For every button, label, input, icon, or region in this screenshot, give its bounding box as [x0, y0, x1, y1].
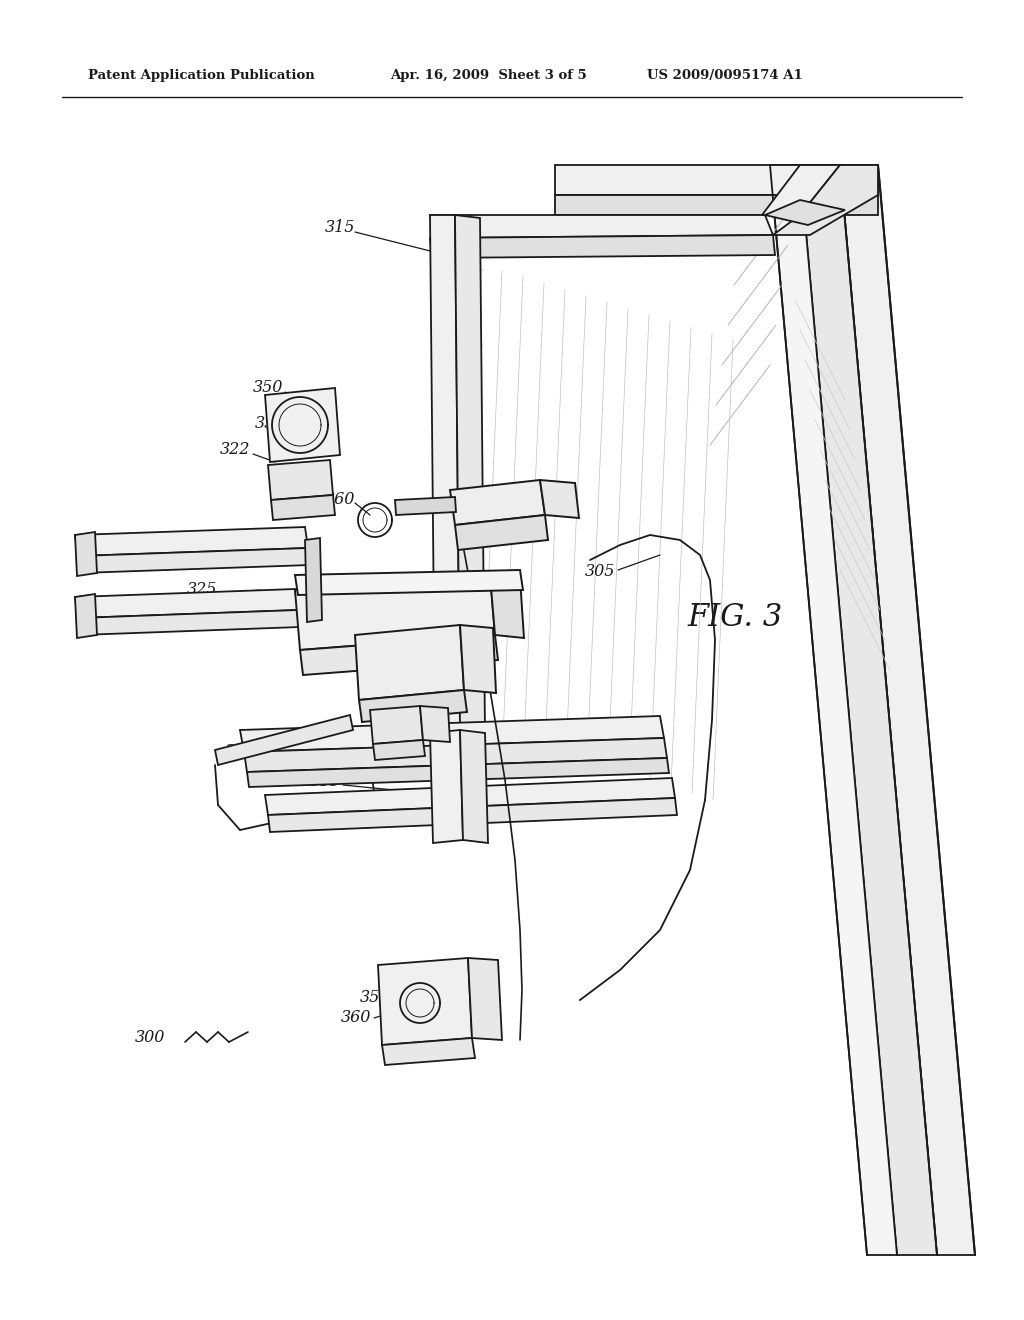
Polygon shape [395, 498, 456, 515]
Polygon shape [555, 165, 878, 195]
Polygon shape [490, 576, 524, 638]
Text: 360: 360 [325, 491, 355, 508]
Text: 335: 335 [392, 630, 422, 647]
Polygon shape [370, 706, 423, 744]
Text: 355: 355 [359, 989, 390, 1006]
Polygon shape [75, 589, 298, 618]
Polygon shape [75, 594, 97, 638]
Text: 355: 355 [255, 414, 286, 432]
Polygon shape [295, 570, 523, 595]
Polygon shape [265, 777, 675, 814]
Polygon shape [450, 480, 545, 525]
Polygon shape [305, 539, 322, 622]
Text: 315: 315 [325, 219, 355, 236]
Polygon shape [765, 201, 845, 224]
Polygon shape [265, 388, 340, 462]
Text: 320: 320 [354, 796, 385, 813]
Polygon shape [300, 635, 498, 675]
Text: 305: 305 [585, 564, 615, 581]
Polygon shape [773, 165, 878, 235]
Polygon shape [215, 715, 353, 766]
Text: 360: 360 [341, 1010, 371, 1027]
Polygon shape [460, 624, 496, 693]
Polygon shape [762, 165, 840, 215]
Polygon shape [540, 480, 579, 517]
Text: 315: 315 [310, 774, 340, 791]
Polygon shape [800, 165, 937, 1255]
Polygon shape [555, 195, 878, 215]
Polygon shape [373, 741, 425, 760]
Polygon shape [460, 730, 488, 843]
Polygon shape [75, 532, 97, 576]
Text: FIG. 3: FIG. 3 [687, 602, 782, 634]
Text: 350: 350 [253, 380, 284, 396]
Polygon shape [268, 799, 677, 832]
Polygon shape [840, 165, 975, 1255]
Polygon shape [455, 515, 548, 550]
Polygon shape [240, 715, 664, 752]
Polygon shape [244, 738, 667, 772]
Polygon shape [78, 610, 300, 635]
Polygon shape [78, 548, 310, 573]
Polygon shape [430, 215, 773, 238]
Polygon shape [420, 706, 450, 742]
Polygon shape [295, 576, 495, 649]
Polygon shape [430, 235, 775, 257]
Text: 340: 340 [435, 483, 465, 500]
Text: US 2009/0095174 A1: US 2009/0095174 A1 [647, 69, 803, 82]
Polygon shape [430, 215, 460, 733]
Polygon shape [268, 459, 333, 500]
Polygon shape [75, 527, 308, 556]
Polygon shape [770, 165, 897, 1255]
Text: 322: 322 [220, 441, 250, 458]
Polygon shape [455, 215, 485, 733]
Polygon shape [378, 958, 472, 1045]
Text: 300: 300 [135, 1030, 165, 1047]
Polygon shape [468, 958, 502, 1040]
Polygon shape [382, 1038, 475, 1065]
Text: 325: 325 [186, 582, 217, 598]
Polygon shape [430, 730, 463, 843]
Polygon shape [271, 495, 335, 520]
Polygon shape [355, 624, 464, 700]
Polygon shape [247, 758, 669, 787]
Text: Apr. 16, 2009  Sheet 3 of 5: Apr. 16, 2009 Sheet 3 of 5 [390, 69, 587, 82]
Polygon shape [359, 690, 467, 722]
Text: 310: 310 [543, 737, 573, 754]
Text: 345: 345 [225, 743, 255, 760]
Text: Patent Application Publication: Patent Application Publication [88, 69, 314, 82]
